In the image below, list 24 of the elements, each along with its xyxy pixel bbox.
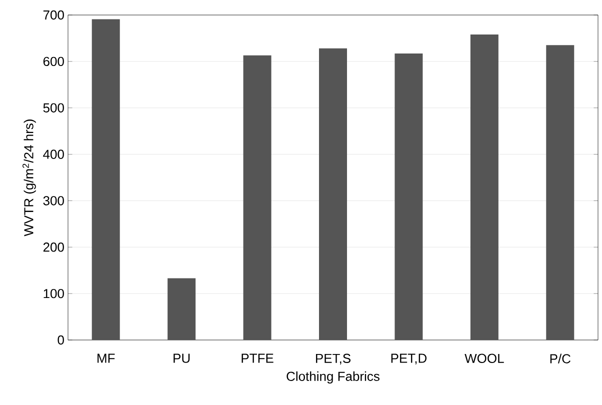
bar	[243, 55, 272, 340]
x-tick-label: MF	[98, 354, 115, 363]
x-tick-label: WOOL	[464, 354, 504, 364]
x-tick-label: PTFE	[242, 354, 274, 363]
bar	[319, 48, 348, 340]
x-tick-label: PU	[174, 354, 190, 363]
bar	[92, 19, 120, 340]
x-tick-label: P/C	[550, 354, 570, 364]
y-tick-label: 500	[43, 103, 64, 112]
y-axis-title: WVTR (g/m$^{2}$/24 hrs)	[22, 120, 36, 236]
x-axis-title: Clothing Fabrics	[286, 371, 380, 384]
x-tick-label: PET,D	[391, 354, 427, 364]
y-tick-label: 0	[58, 335, 64, 345]
y-tick-label: 200	[43, 242, 64, 252]
y-tick-label: 400	[43, 150, 64, 159]
y-tick-label: 700	[43, 10, 64, 20]
bar	[546, 45, 574, 340]
bar	[394, 54, 423, 340]
bar	[168, 278, 196, 340]
y-tick-label: 600	[43, 56, 64, 66]
y-tick-label: 300	[43, 196, 64, 206]
x-tick-label: PET,S	[316, 354, 350, 365]
y-tick-label: 100	[44, 288, 64, 298]
bar	[470, 34, 498, 340]
